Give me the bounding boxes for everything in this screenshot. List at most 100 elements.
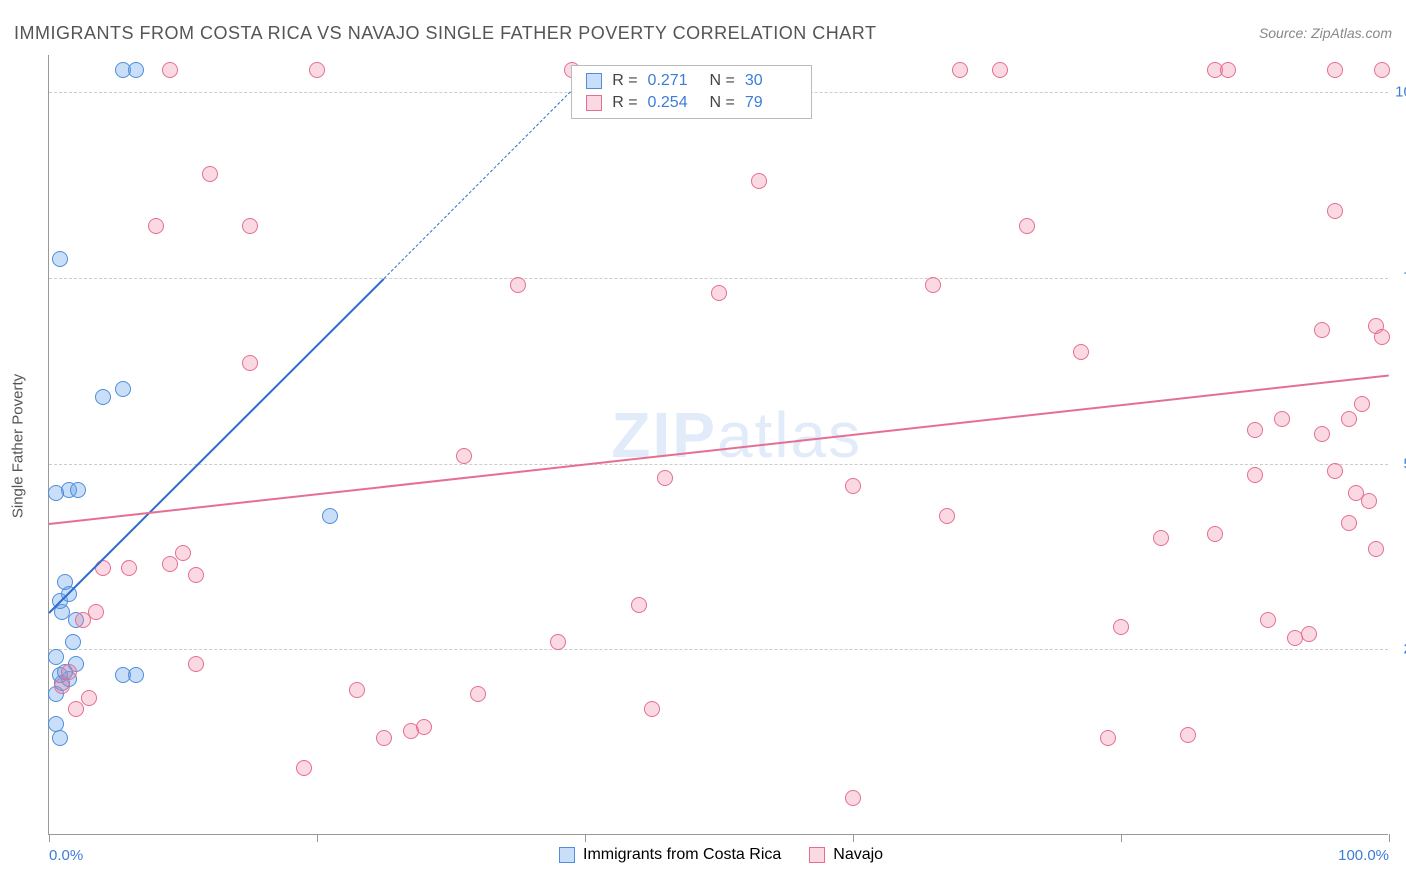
scatter-point bbox=[1207, 526, 1223, 542]
scatter-point bbox=[1368, 541, 1384, 557]
source-attribution: Source: ZipAtlas.com bbox=[1259, 25, 1392, 41]
scatter-point bbox=[1247, 467, 1263, 483]
scatter-point bbox=[1180, 727, 1196, 743]
correlation-stats-box: R = 0.271 N = 30 R = 0.254 N = 79 bbox=[571, 65, 812, 119]
series-swatch bbox=[586, 95, 602, 111]
series-swatch bbox=[809, 847, 825, 863]
scatter-point bbox=[376, 730, 392, 746]
scatter-point bbox=[1113, 619, 1129, 635]
x-tick bbox=[853, 834, 854, 842]
x-tick-label: 100.0% bbox=[1338, 847, 1389, 864]
scatter-point bbox=[52, 730, 68, 746]
scatter-point bbox=[1361, 493, 1377, 509]
scatter-point bbox=[1374, 329, 1390, 345]
scatter-point bbox=[296, 760, 312, 776]
scatter-point bbox=[188, 567, 204, 583]
series-swatch bbox=[559, 847, 575, 863]
scatter-point bbox=[1153, 530, 1169, 546]
x-tick-label: 0.0% bbox=[49, 847, 83, 864]
scatter-point bbox=[1019, 218, 1035, 234]
scatter-point bbox=[992, 62, 1008, 78]
chart-title: IMMIGRANTS FROM COSTA RICA VS NAVAJO SIN… bbox=[14, 23, 876, 44]
scatter-point bbox=[644, 701, 660, 717]
watermark: ZIPatlas bbox=[611, 398, 862, 472]
legend-label: Immigrants from Costa Rica bbox=[583, 846, 781, 864]
scatter-point bbox=[115, 381, 131, 397]
x-tick bbox=[1389, 834, 1390, 842]
scatter-point bbox=[48, 485, 64, 501]
scatter-point bbox=[952, 62, 968, 78]
gridline bbox=[49, 278, 1388, 279]
stat-r-label: R = bbox=[612, 94, 637, 112]
scatter-point bbox=[162, 556, 178, 572]
chart-header: IMMIGRANTS FROM COSTA RICA VS NAVAJO SIN… bbox=[14, 18, 1392, 48]
scatter-point bbox=[845, 790, 861, 806]
scatter-point bbox=[242, 218, 258, 234]
scatter-point bbox=[1341, 515, 1357, 531]
scatter-point bbox=[202, 166, 218, 182]
scatter-point bbox=[510, 277, 526, 293]
series-swatch bbox=[586, 73, 602, 89]
trend-line bbox=[49, 374, 1389, 525]
scatter-point bbox=[456, 448, 472, 464]
scatter-point bbox=[939, 508, 955, 524]
scatter-point bbox=[657, 470, 673, 486]
x-tick bbox=[49, 834, 50, 842]
scatter-point bbox=[925, 277, 941, 293]
scatter-point bbox=[162, 62, 178, 78]
scatter-point bbox=[1327, 62, 1343, 78]
trend-line bbox=[48, 278, 384, 614]
scatter-point bbox=[54, 678, 70, 694]
stat-n-label: N = bbox=[710, 94, 735, 112]
stat-n-value: 30 bbox=[745, 72, 797, 90]
stat-r-value: 0.254 bbox=[648, 94, 700, 112]
x-tick bbox=[585, 834, 586, 842]
scatter-point bbox=[1314, 322, 1330, 338]
scatter-point bbox=[1301, 626, 1317, 642]
scatter-point bbox=[1260, 612, 1276, 628]
stat-n-label: N = bbox=[710, 72, 735, 90]
scatter-plot-area: ZIPatlas 25.0%50.0%75.0%100.0%0.0%100.0%… bbox=[48, 55, 1388, 835]
scatter-point bbox=[550, 634, 566, 650]
scatter-point bbox=[128, 667, 144, 683]
scatter-point bbox=[631, 597, 647, 613]
stats-row: R = 0.254 N = 79 bbox=[572, 92, 811, 114]
scatter-point bbox=[470, 686, 486, 702]
scatter-point bbox=[1247, 422, 1263, 438]
scatter-point bbox=[1314, 426, 1330, 442]
scatter-point bbox=[1327, 203, 1343, 219]
scatter-point bbox=[70, 482, 86, 498]
scatter-point bbox=[1374, 62, 1390, 78]
scatter-point bbox=[52, 251, 68, 267]
trend-line-dashed bbox=[384, 70, 592, 279]
scatter-point bbox=[68, 701, 84, 717]
source-name: ZipAtlas.com bbox=[1311, 25, 1392, 41]
scatter-point bbox=[148, 218, 164, 234]
scatter-point bbox=[61, 664, 77, 680]
scatter-point bbox=[1100, 730, 1116, 746]
scatter-point bbox=[95, 389, 111, 405]
scatter-point bbox=[242, 355, 258, 371]
scatter-point bbox=[1274, 411, 1290, 427]
scatter-point bbox=[188, 656, 204, 672]
scatter-point bbox=[1073, 344, 1089, 360]
y-tick-label: 100.0% bbox=[1395, 84, 1406, 101]
scatter-point bbox=[751, 173, 767, 189]
scatter-point bbox=[121, 560, 137, 576]
stats-row: R = 0.271 N = 30 bbox=[572, 70, 811, 92]
x-tick bbox=[317, 834, 318, 842]
scatter-point bbox=[845, 478, 861, 494]
scatter-point bbox=[48, 716, 64, 732]
scatter-point bbox=[711, 285, 727, 301]
stat-n-value: 79 bbox=[745, 94, 797, 112]
gridline bbox=[49, 649, 1388, 650]
scatter-point bbox=[128, 62, 144, 78]
stat-r-label: R = bbox=[612, 72, 637, 90]
stat-r-value: 0.271 bbox=[648, 72, 700, 90]
scatter-point bbox=[416, 719, 432, 735]
series-legend: Immigrants from Costa RicaNavajo bbox=[559, 846, 883, 864]
scatter-point bbox=[1327, 463, 1343, 479]
scatter-point bbox=[88, 604, 104, 620]
scatter-point bbox=[322, 508, 338, 524]
y-axis-label: Single Father Poverty bbox=[10, 374, 27, 518]
